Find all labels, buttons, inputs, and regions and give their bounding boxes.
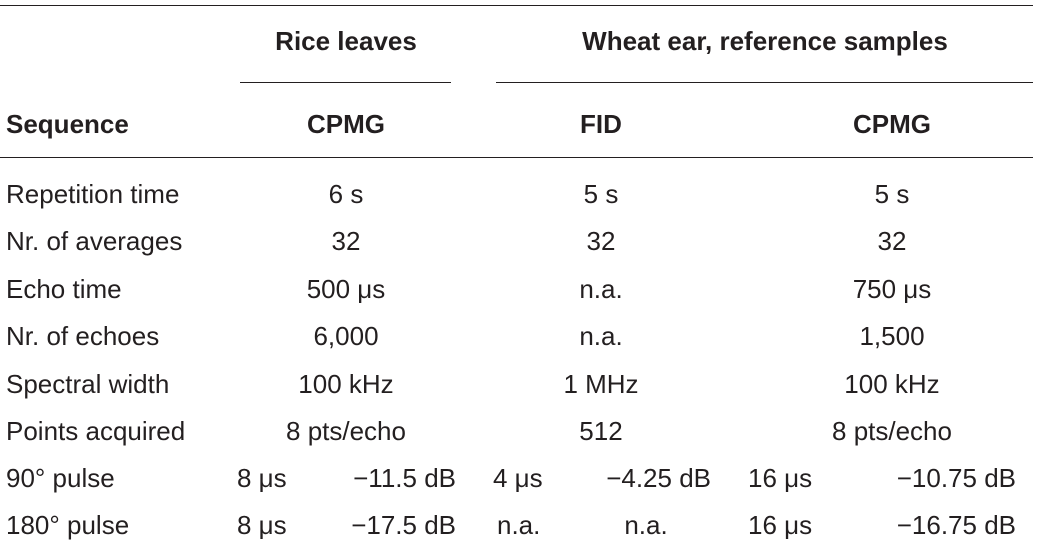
row-label: 90° pulse	[6, 463, 115, 493]
cell-wheat-fid: 1 MHz	[563, 369, 639, 399]
row-label: Echo time	[6, 274, 122, 304]
cell-wheat-cpmg: 1,500	[859, 321, 925, 351]
cell-wheat-cpmg: 8 pts/echo	[832, 416, 952, 446]
cell-wheat-pulse-duration: 16 μs	[748, 463, 813, 493]
cell-wheat-cpmg: 750 μs	[852, 274, 932, 304]
rice-group-underline	[240, 82, 451, 83]
column-header-cpmg-rice: CPMG	[307, 109, 385, 139]
header-bottom-rule	[0, 157, 1033, 158]
column-header-sequence: Sequence	[6, 109, 129, 139]
cell-rice-pulse-attenuation: −11.5 dB	[353, 463, 456, 493]
cell-rice-cpmg: 6 s	[328, 179, 364, 209]
cell-rice-pulse-duration: 8 μs	[237, 510, 287, 540]
cell-rice-cpmg: 6,000	[313, 321, 379, 351]
cell-wheat-fid: 5 s	[583, 179, 619, 209]
cell-fid-pulse-duration: n.a.	[497, 510, 541, 540]
row-label: 180° pulse	[6, 510, 130, 540]
group-header-rice-leaves: Rice leaves	[275, 26, 417, 56]
cell-wheat-fid: n.a.	[579, 321, 623, 351]
cell-wheat-cpmg: 100 kHz	[844, 369, 940, 399]
cell-rice-cpmg: 100 kHz	[298, 369, 394, 399]
cell-rice-cpmg: 8 pts/echo	[286, 416, 406, 446]
cell-wheat-pulse-attenuation: −16.75 dB	[896, 510, 1016, 540]
row-label: Spectral width	[6, 369, 170, 399]
column-header-fid: FID	[580, 109, 622, 139]
cell-rice-cpmg: 500 μs	[306, 274, 386, 304]
column-header-cpmg-wheat: CPMG	[853, 109, 931, 139]
row-label: Points acquired	[6, 416, 186, 446]
row-label: Nr. of averages	[6, 226, 183, 256]
cell-rice-pulse-attenuation: −17.5 dB	[351, 510, 456, 540]
cell-wheat-fid: n.a.	[579, 274, 623, 304]
cell-wheat-fid: 512	[579, 416, 623, 446]
cell-rice-pulse-duration: 8 μs	[237, 463, 287, 493]
cell-wheat-cpmg: 5 s	[874, 179, 910, 209]
cell-rice-cpmg: 32	[331, 226, 361, 256]
group-header-wheat-ear: Wheat ear, reference samples	[582, 26, 948, 56]
cell-wheat-fid: 32	[586, 226, 616, 256]
row-label: Nr. of echoes	[6, 321, 160, 351]
cell-fid-pulse-duration: 4 μs	[493, 463, 543, 493]
row-label: Repetition time	[6, 179, 180, 209]
cell-fid-pulse-attenuation: −4.25 dB	[606, 463, 711, 493]
cell-wheat-pulse-duration: 16 μs	[748, 510, 813, 540]
cell-wheat-pulse-attenuation: −10.75 dB	[896, 463, 1016, 493]
cell-wheat-cpmg: 32	[877, 226, 907, 256]
cell-fid-pulse-attenuation: n.a.	[624, 510, 668, 540]
wheat-group-underline	[496, 82, 1033, 83]
table-top-rule	[0, 5, 1033, 6]
